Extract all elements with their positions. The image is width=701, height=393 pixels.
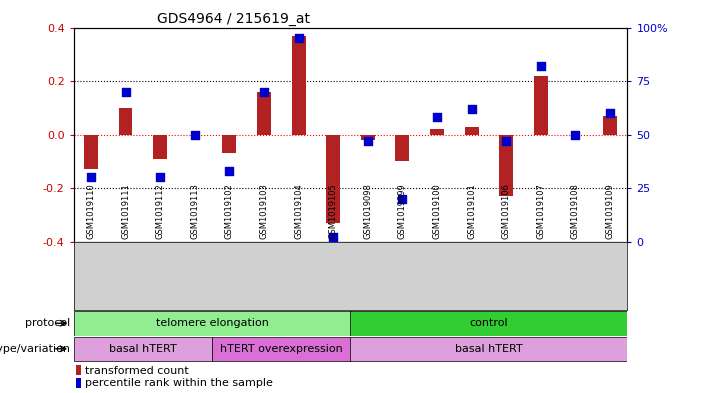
Point <box>397 196 408 202</box>
Text: telomere elongation: telomere elongation <box>156 318 268 328</box>
Text: protocol: protocol <box>25 318 70 328</box>
Bar <box>74 311 351 336</box>
Bar <box>292 35 306 134</box>
Point <box>431 114 442 121</box>
Point <box>604 110 615 116</box>
Bar <box>76 378 81 388</box>
Point <box>120 88 131 95</box>
Point <box>86 174 97 180</box>
Point <box>570 131 581 138</box>
Point <box>362 138 374 144</box>
Bar <box>74 336 212 361</box>
Bar <box>222 134 236 153</box>
Point <box>189 131 200 138</box>
Point <box>259 88 270 95</box>
Bar <box>350 336 627 361</box>
Bar <box>84 134 98 169</box>
Bar <box>154 134 167 159</box>
Bar <box>395 134 409 162</box>
Text: percentile rank within the sample: percentile rank within the sample <box>85 378 273 388</box>
Point <box>466 106 477 112</box>
Bar <box>350 311 627 336</box>
Text: transformed count: transformed count <box>85 365 189 376</box>
Bar <box>212 336 350 361</box>
Point <box>293 35 304 41</box>
Text: basal hTERT: basal hTERT <box>109 344 177 354</box>
Point <box>154 174 165 180</box>
Bar <box>499 134 513 196</box>
Text: GDS4964 / 215619_at: GDS4964 / 215619_at <box>157 13 310 26</box>
Text: control: control <box>470 318 508 328</box>
Bar <box>257 92 271 134</box>
Bar <box>534 76 547 134</box>
Bar <box>465 127 479 134</box>
Bar <box>326 134 340 223</box>
Bar <box>603 116 617 134</box>
Point <box>536 63 547 69</box>
Text: genotype/variation: genotype/variation <box>0 344 70 354</box>
Bar <box>118 108 132 134</box>
Text: basal hTERT: basal hTERT <box>455 344 523 354</box>
Bar <box>430 129 444 134</box>
Bar <box>76 365 81 375</box>
Point <box>501 138 512 144</box>
Text: hTERT overexpression: hTERT overexpression <box>220 344 343 354</box>
Point <box>224 168 235 174</box>
Bar <box>361 134 375 140</box>
Point <box>327 234 339 241</box>
